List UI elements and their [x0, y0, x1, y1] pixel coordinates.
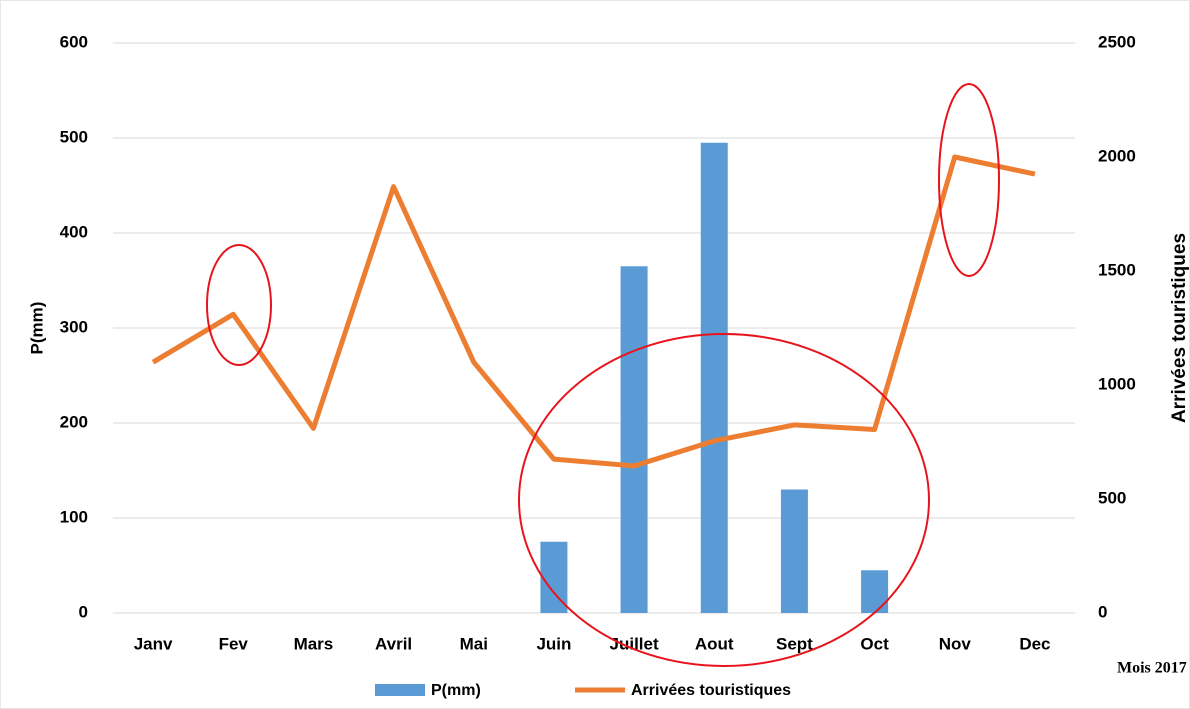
x-tick-label: Juin — [536, 634, 571, 653]
y-tick-label: 600 — [60, 32, 88, 51]
y2-axis-label: Arrivées touristiques — [1169, 233, 1190, 423]
annotation-ellipse — [938, 83, 1000, 277]
y-tick-label: 300 — [60, 317, 88, 336]
x-tick-label: Mai — [460, 634, 488, 653]
x-tick-label: Mars — [294, 634, 334, 653]
x-tick-label: Avril — [375, 634, 412, 653]
bar — [540, 541, 568, 613]
y2-tick-label: 500 — [1098, 488, 1126, 507]
plot: 0 100 200 300 400 500 600 0 500 1000 1500 2000 2500 J… — [60, 32, 1136, 699]
bar — [780, 489, 808, 613]
x-tick-label: Aout — [695, 634, 734, 653]
y2-tick-label: 1000 — [1098, 374, 1136, 393]
x-tick-label: Dec — [1019, 634, 1050, 653]
legend-label: Arrivées touristiques — [631, 682, 791, 699]
bar — [700, 142, 728, 613]
line — [151, 154, 1036, 469]
legend-label: P(mm) — [431, 682, 481, 699]
y2-tick-label: 2000 — [1098, 146, 1136, 165]
bar — [620, 266, 648, 613]
x-tick-label: Nov — [939, 634, 972, 653]
y-tick-label: 0 — [79, 602, 88, 621]
y2-tick-label: 1500 — [1098, 260, 1136, 279]
y-axis-label: P(mm) — [27, 302, 46, 355]
y2-tick-label: 2500 — [1098, 32, 1136, 51]
bar — [861, 570, 889, 613]
legend-swatch — [375, 684, 425, 696]
x-tick-label: Fev — [219, 634, 249, 653]
x-tick-label: Sept — [776, 634, 813, 653]
annotation-ellipse — [518, 333, 930, 667]
annotation-ellipse — [206, 244, 272, 366]
y-tick-label: 500 — [60, 127, 88, 146]
y-tick-label: 200 — [60, 412, 88, 431]
x-axis-label: Mois 2017 — [1117, 660, 1187, 677]
y2-tick-label: 0 — [1098, 602, 1107, 621]
x-tick-label: Juillet — [610, 634, 659, 653]
y-tick-label: 100 — [60, 507, 88, 526]
x-tick-label: Oct — [860, 634, 889, 653]
x-tick-label: Janv — [134, 634, 173, 653]
y-tick-label: 400 — [60, 222, 88, 241]
